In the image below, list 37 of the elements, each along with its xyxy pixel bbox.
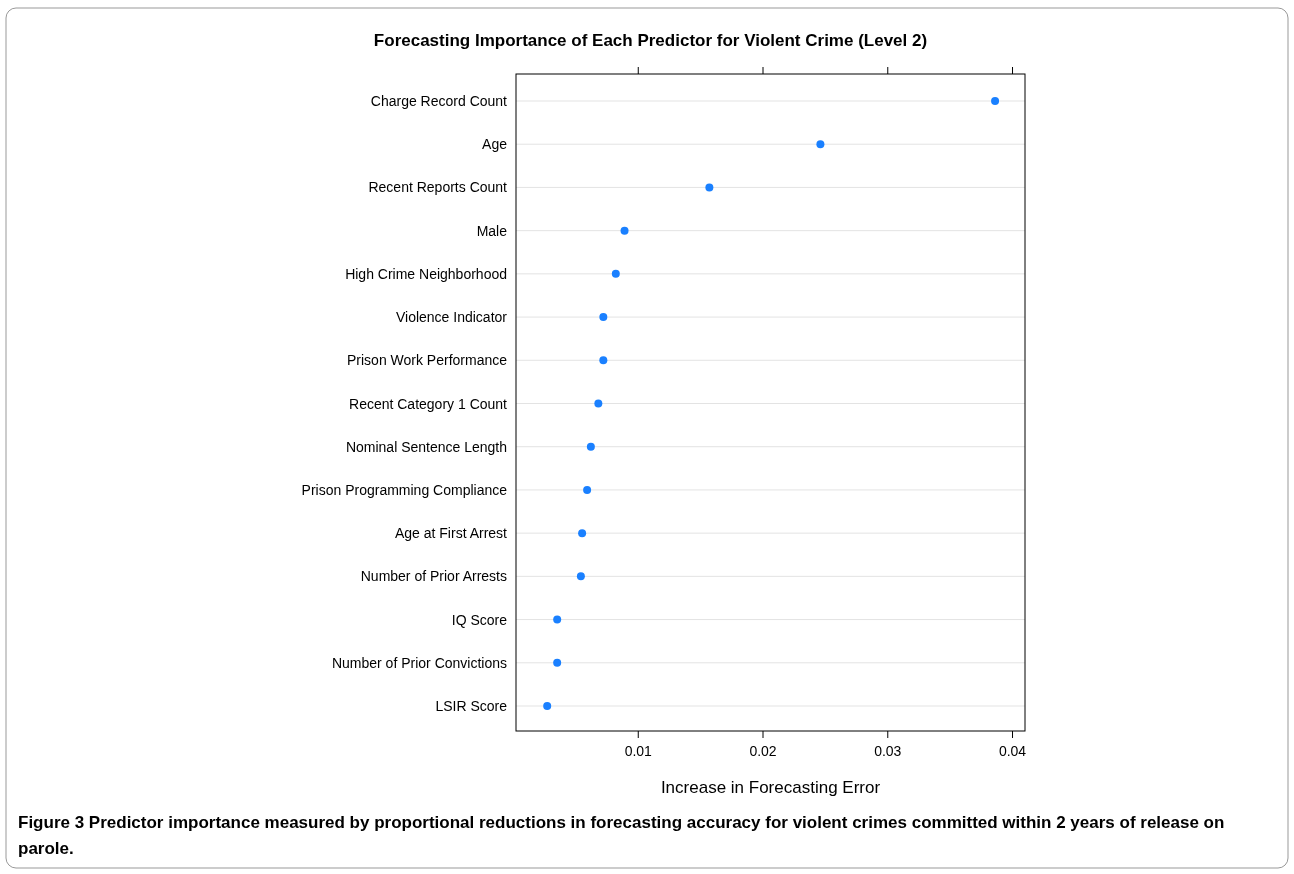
y-tick-label: Recent Reports Count xyxy=(368,179,508,196)
point xyxy=(576,572,585,581)
point xyxy=(816,140,825,149)
y-tick-label: Nominal Sentence Length xyxy=(345,438,507,455)
y-tick-label: LSIR Score xyxy=(435,698,508,714)
y-tick-label: Prison Work Performance xyxy=(346,352,508,369)
y-tick-label: Male xyxy=(476,222,508,239)
y-tick-label: High Crime Neighborhood xyxy=(345,265,507,282)
point xyxy=(599,356,608,365)
x-axis-title: Increase in Forecasting Error xyxy=(660,778,881,797)
y-tick-label: Age at First Arrest xyxy=(394,525,508,542)
x-tick-label: 0.01 xyxy=(624,743,653,759)
chart-title: Forecasting Importance of Each Predictor for Violent Crime (Level 2) xyxy=(373,31,928,50)
y-tick-label: Number of Prior Arrests xyxy=(360,568,507,585)
point xyxy=(553,615,562,624)
point xyxy=(586,442,595,451)
y-tick-label: Charge Record Count xyxy=(370,93,508,109)
point xyxy=(578,529,587,538)
point xyxy=(611,269,620,278)
caption: Figure 3 Predictor importance measured by proportional reductions in forecasting accuracy for violent crimes committed within 2 years of release on parole. xyxy=(18,812,1226,860)
point xyxy=(991,97,1000,105)
y-tick-label: Recent Category 1 Count xyxy=(349,395,508,412)
y-tick-label: Prison Programming Compliance xyxy=(301,481,508,498)
x-tick-label: 0.03 xyxy=(874,743,902,759)
y-tick-label: Violence Indicator xyxy=(395,309,508,326)
point xyxy=(620,226,629,235)
point xyxy=(543,702,552,710)
y-tick-label: Age xyxy=(482,136,508,153)
point xyxy=(705,183,714,192)
y-tick-label: IQ Score xyxy=(451,611,508,628)
point xyxy=(594,399,603,408)
point xyxy=(583,485,592,494)
x-tick-label: 0.02 xyxy=(749,743,777,759)
point xyxy=(553,658,562,667)
x-tick-label: 0.04 xyxy=(998,743,1027,759)
y-tick-label: Number of Prior Convictions xyxy=(331,654,507,671)
point xyxy=(599,313,608,322)
